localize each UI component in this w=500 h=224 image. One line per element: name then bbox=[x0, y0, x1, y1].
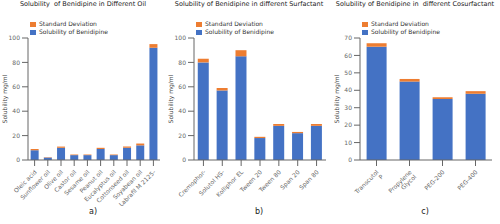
svg-text:Sesame oil: Sesame oil bbox=[62, 168, 91, 197]
svg-text:Cottonseed oil: Cottonseed oil bbox=[94, 168, 131, 204]
svg-text:100: 100 bbox=[9, 34, 21, 41]
svg-text:80: 80 bbox=[178, 59, 186, 66]
html-text:b): b) bbox=[254, 207, 264, 216]
svg-text:80: 80 bbox=[12, 59, 20, 66]
html-text:Standard Deviation: Standard Deviation bbox=[371, 20, 429, 27]
svg-text:60: 60 bbox=[344, 52, 352, 59]
svg-text:Solubility mg/ml: Solubility mg/ml bbox=[8, 74, 9, 123]
html-text:Solubility of Benidipine in Di: Solubility of Benidipine in Different Oi… bbox=[19, 0, 147, 8]
svg-text:40: 40 bbox=[12, 107, 20, 114]
svg-text:60: 60 bbox=[178, 83, 186, 90]
svg-text:Castor oil: Castor oil bbox=[52, 168, 78, 194]
svg-text:30: 30 bbox=[344, 104, 352, 111]
svg-text:Sunflower oil: Sunflower oil bbox=[18, 168, 52, 201]
html-text:Standard Deviation: Standard Deviation bbox=[39, 20, 97, 27]
html-text:Solubility of Benidipine: Solubility of Benidipine bbox=[205, 28, 274, 35]
svg-text:Labrafil M 2125-: Labrafil M 2125- bbox=[117, 168, 156, 206]
svg-text:PEG-200: PEG-200 bbox=[423, 168, 446, 191]
html-text:Standard Deviation: Standard Deviation bbox=[205, 20, 263, 27]
svg-text:60: 60 bbox=[12, 83, 20, 90]
svg-text:20: 20 bbox=[344, 121, 352, 128]
html-text:Solubility of Benidipine: Solubility of Benidipine bbox=[371, 28, 440, 35]
svg-text:Peanut oil: Peanut oil bbox=[77, 168, 104, 195]
html-text:c): c) bbox=[421, 207, 429, 216]
svg-text:Solubility mg/ml: Solubility mg/ml bbox=[333, 74, 341, 123]
svg-text:Tween 20: Tween 20 bbox=[238, 168, 264, 194]
svg-text:Kolliphor EL: Kolliphor EL bbox=[215, 168, 246, 199]
svg-text:Oleic acid: Oleic acid bbox=[12, 168, 38, 194]
svg-text:Solubility mg/ml: Solubility mg/ml bbox=[167, 74, 175, 123]
svg-text:0: 0 bbox=[16, 156, 20, 163]
svg-text:Span 20: Span 20 bbox=[278, 168, 301, 191]
svg-text:Tween 80: Tween 80 bbox=[256, 168, 282, 194]
svg-text:70: 70 bbox=[344, 34, 352, 41]
html-text:Solubility of Benidipine in di: Solubility of Benidipine in different Co… bbox=[335, 0, 495, 8]
svg-text:Cremophor-: Cremophor- bbox=[176, 168, 207, 199]
svg-text:Soyabean oil: Soyabean oil bbox=[111, 168, 144, 201]
svg-text:0: 0 bbox=[182, 156, 186, 163]
svg-text:Eucalyptus oil: Eucalyptus oil bbox=[82, 168, 118, 203]
svg-text:20: 20 bbox=[12, 132, 20, 139]
svg-text:100: 100 bbox=[175, 34, 187, 41]
svg-text:PropyleneGlycol: PropyleneGlycol bbox=[387, 168, 419, 200]
svg-text:50: 50 bbox=[344, 69, 352, 76]
svg-text:Olive oil: Olive oil bbox=[42, 168, 65, 191]
svg-text:TranscutolP: TranscutolP bbox=[352, 168, 384, 200]
svg-text:Solutol HS-: Solutol HS- bbox=[197, 168, 226, 197]
svg-text:10: 10 bbox=[344, 139, 352, 146]
svg-text:PEG-400: PEG-400 bbox=[456, 168, 479, 191]
svg-text:40: 40 bbox=[178, 107, 186, 114]
svg-text:0: 0 bbox=[348, 156, 352, 163]
svg-text:40: 40 bbox=[344, 86, 352, 93]
html-text:a): a) bbox=[89, 207, 97, 216]
svg-text:Span 80: Span 80 bbox=[297, 168, 320, 191]
svg-text:20: 20 bbox=[178, 132, 186, 139]
html-text:Solubility of Benidipine in di: Solubility of Benidipine in different Su… bbox=[174, 0, 324, 8]
html-text:Solubility of Benidipine: Solubility of Benidipine bbox=[39, 28, 108, 35]
